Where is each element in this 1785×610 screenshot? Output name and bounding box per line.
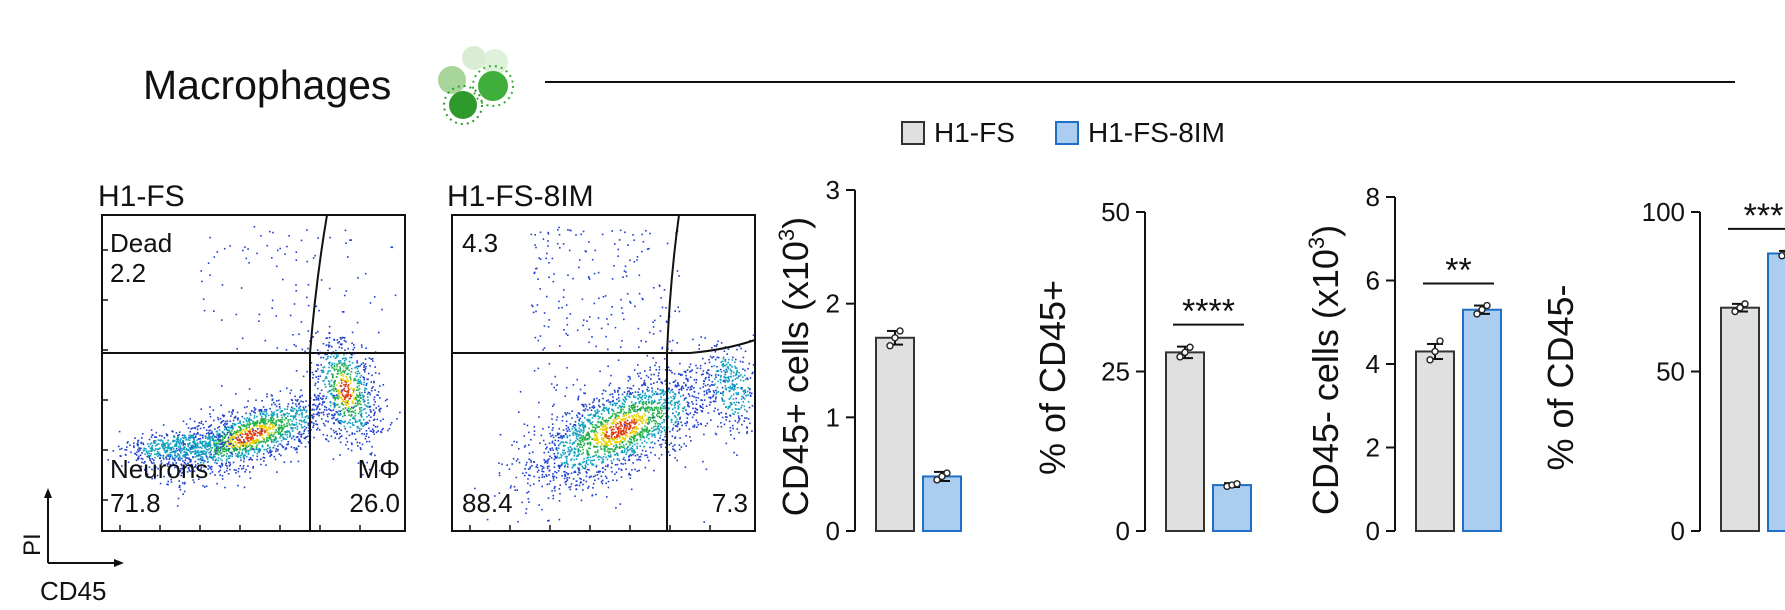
- y-axis-label: CD45+ cells (x103): [774, 217, 816, 516]
- y-axis-label: % of CD45+: [1032, 280, 1073, 475]
- data-point: [896, 327, 904, 335]
- y-axis-label-text: % of CD45-: [1540, 284, 1581, 470]
- y-tick-label: 8: [1366, 182, 1380, 212]
- bar-chart-3: 0 2 4 6 8 CD45- cells (x103) **: [1304, 182, 1502, 546]
- bar-h1-fs-8im: [1767, 252, 1785, 532]
- gate-value-macrophage: 26.0: [349, 488, 400, 518]
- data-point: [1741, 300, 1749, 308]
- gate-value-neurons: 71.8: [110, 488, 161, 518]
- data-point: [1473, 310, 1481, 318]
- bar-h1-fs: [1165, 351, 1205, 532]
- y-axis-label-superscript: 3: [1304, 237, 1329, 249]
- y-tick-label: 0: [1671, 516, 1685, 546]
- y-tick-label: 2: [826, 289, 840, 319]
- gate-value-macrophage: 7.3: [712, 488, 748, 518]
- y-tick-label: 2: [1366, 433, 1380, 463]
- legend-swatch-h1-fs: [901, 121, 925, 145]
- data-point: [938, 472, 946, 481]
- bar-h1-fs: [875, 336, 915, 532]
- significance-stars: **: [1445, 252, 1471, 290]
- gate-label-macrophage: MΦ: [358, 454, 400, 484]
- flow-axis-label-y: PI: [19, 533, 46, 556]
- flow-x-ticks: [469, 525, 711, 531]
- y-axis-label-suffix: ): [1305, 225, 1346, 237]
- y-tick-label: 3: [826, 175, 840, 205]
- section-title: Macrophages: [143, 62, 391, 108]
- bar-h1-fs: [1720, 306, 1760, 533]
- data-point: [1233, 480, 1241, 488]
- flow-panel-h1-fs-8im: H1-FS-8IM 4.3 88.4 7.3: [447, 180, 756, 532]
- significance-stars: ***: [1744, 197, 1784, 235]
- gate-value-dead: 2.2: [110, 258, 146, 288]
- gate-line-vertical: [309, 214, 328, 531]
- legend-swatch-h1-fs-8im: [1055, 121, 1079, 145]
- y-tick-label: 50: [1656, 357, 1685, 387]
- data-point: [1736, 304, 1744, 312]
- bar-chart-2: 0 25 50 % of CD45+ ****: [1032, 197, 1252, 546]
- flow-x-ticks: [119, 525, 361, 531]
- macrophage-cells-icon: [438, 46, 514, 125]
- gate-value-dead: 4.3: [462, 228, 498, 258]
- gate-value-neurons: 88.4: [462, 488, 513, 518]
- y-tick-label: 4: [1366, 349, 1380, 379]
- legend: H1-FS H1-FS-8IM: [901, 117, 1225, 148]
- flow-panel-title: H1-FS-8IM: [447, 180, 594, 213]
- y-tick-label: 6: [1366, 266, 1380, 296]
- y-axis-label: % of CD45-: [1540, 284, 1581, 470]
- data-point: [1483, 301, 1491, 310]
- data-point: [886, 342, 894, 350]
- flow-y-ticks: [102, 249, 108, 501]
- y-axis-label-text: CD45+ cells (x10: [775, 241, 816, 516]
- flow-plot-frame: [101, 214, 406, 532]
- y-tick-label: 50: [1101, 197, 1130, 227]
- data-point: [1176, 353, 1184, 361]
- flow-panel-h1-fs: H1-FS Dead 2.2 Neurons 71.8 MΦ 26.0: [98, 180, 406, 532]
- data-point: [1431, 347, 1439, 356]
- data-point: [1478, 306, 1486, 314]
- bar-chart-4: 0 50 100 % of CD45- ***: [1540, 197, 1785, 546]
- y-tick-label: 0: [1116, 516, 1130, 546]
- gate-line-vertical: [666, 214, 680, 531]
- gate-label-dead: Dead: [110, 228, 172, 258]
- bar-h1-fs: [1415, 350, 1455, 532]
- y-tick-label: 0: [1366, 516, 1380, 546]
- flow-dot-cloud: [474, 226, 755, 523]
- flow-axis-label-x: CD45: [40, 576, 106, 606]
- legend-label-h1-fs: H1-FS: [934, 117, 1015, 148]
- bar-h1-fs-8im: [1462, 308, 1502, 532]
- flow-panel-title: H1-FS: [98, 180, 185, 213]
- y-axis-label: CD45- cells (x103): [1304, 225, 1346, 515]
- y-axis-label-text: % of CD45+: [1032, 280, 1073, 475]
- data-point: [1181, 348, 1189, 357]
- y-tick-label: 25: [1101, 357, 1130, 387]
- legend-label-h1-fs-8im: H1-FS-8IM: [1088, 117, 1225, 148]
- y-axis-label-superscript: 3: [774, 229, 799, 241]
- flow-plot-frame: [451, 214, 756, 532]
- data-point: [1731, 307, 1739, 316]
- data-point: [891, 334, 899, 342]
- gate-line-horizontal: [452, 339, 756, 354]
- flow-dot-cloud: [107, 226, 401, 507]
- bar-h1-fs-8im: [1212, 484, 1252, 532]
- flow-axis-key: PI CD45: [19, 488, 124, 606]
- significance-stars: ****: [1182, 293, 1235, 331]
- data-point: [1426, 356, 1434, 364]
- bar-h1-fs-8im: [922, 475, 962, 533]
- y-tick-label: 0: [826, 516, 840, 546]
- data-point: [1436, 337, 1444, 345]
- data-point: [943, 469, 951, 477]
- gate-label-neurons: Neurons: [110, 454, 208, 484]
- data-point: [933, 476, 941, 484]
- y-axis-label-suffix: ): [775, 217, 816, 229]
- y-axis-label-text: CD45- cells (x10: [1305, 249, 1346, 515]
- y-tick-label: 1: [826, 402, 840, 432]
- data-point: [1186, 343, 1194, 351]
- y-tick-label: 100: [1642, 197, 1685, 227]
